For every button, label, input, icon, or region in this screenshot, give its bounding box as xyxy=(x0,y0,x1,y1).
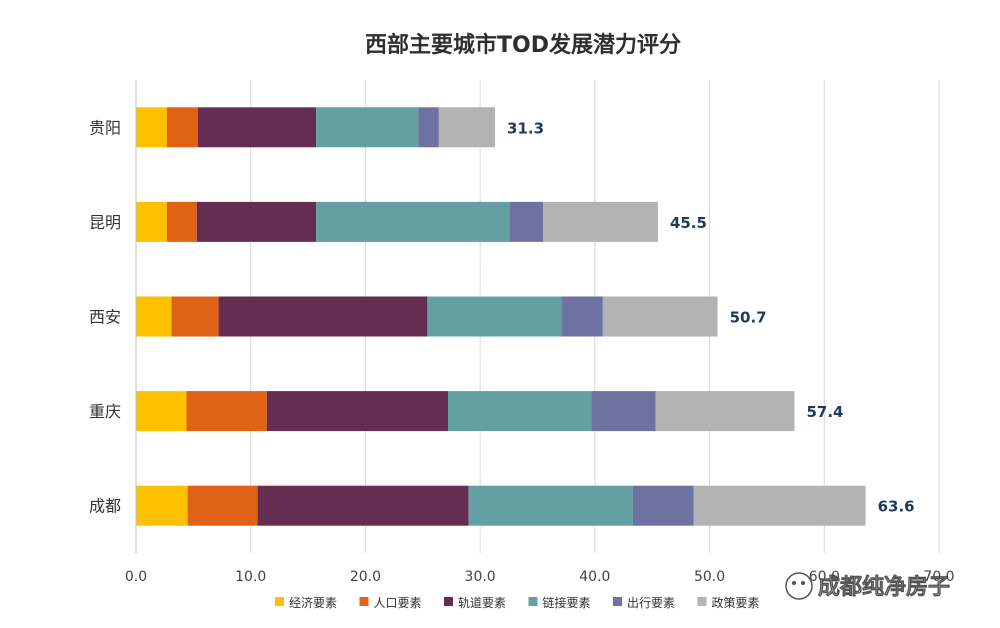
bar-segment xyxy=(543,201,658,242)
category-label: 西安 xyxy=(89,308,121,327)
total-data-label: 50.7 xyxy=(730,309,767,327)
bar-segment xyxy=(632,485,694,526)
wechat-icon-eye xyxy=(792,581,796,585)
legend-label: 经济要素 xyxy=(289,595,337,610)
total-data-label: 45.5 xyxy=(670,214,707,232)
category-label: 重庆 xyxy=(89,402,121,421)
legend-swatch xyxy=(697,597,707,606)
legend: 经济要素 人口要素 轨道要素 链接要素 出行要素 政策要素 xyxy=(275,595,760,610)
category-label: 贵阳 xyxy=(89,118,121,137)
bar-segment xyxy=(136,296,172,337)
bar-segment xyxy=(602,296,718,337)
x-tick-label: 50.0 xyxy=(694,569,725,585)
labels-layer: 0.0 10.0 20.0 30.0 40.0 50.0 60.0 70.0 贵阳 31.3 昆明 4… xyxy=(89,118,955,585)
legend-swatch xyxy=(444,597,453,606)
bar-segment xyxy=(218,296,428,337)
bar-segment xyxy=(197,107,317,148)
total-data-label: 63.6 xyxy=(878,498,915,516)
x-tick-label: 20.0 xyxy=(350,569,381,585)
bar-segment xyxy=(468,485,633,526)
bar-segment xyxy=(418,107,439,148)
legend-label: 人口要素 xyxy=(374,596,422,610)
category-label: 昆明 xyxy=(89,213,121,232)
legend-swatch xyxy=(528,597,538,606)
bar-segment xyxy=(316,107,419,148)
bar-segment xyxy=(316,201,510,242)
wechat-icon-eye xyxy=(801,581,805,585)
legend-swatch xyxy=(359,597,369,606)
bar-segment xyxy=(186,391,267,432)
total-data-label: 57.4 xyxy=(806,403,843,421)
bar-segment xyxy=(561,296,603,337)
legend-label: 轨道要素 xyxy=(458,596,506,610)
x-tick-label: 40.0 xyxy=(579,569,610,585)
bar-segment xyxy=(591,391,656,432)
legend-label: 出行要素 xyxy=(627,596,675,610)
x-tick-label: 70.0 xyxy=(923,569,954,585)
bar-segment xyxy=(171,296,219,337)
x-tick-label: 10.0 xyxy=(235,569,266,585)
bar-segment xyxy=(448,391,592,432)
bar-segment xyxy=(136,485,188,526)
x-tick-label: 60.0 xyxy=(809,569,840,585)
bar-segment xyxy=(136,391,187,432)
legend-label: 链接要素 xyxy=(543,595,591,610)
total-data-label: 31.3 xyxy=(507,119,544,137)
bar-segment xyxy=(166,107,198,148)
x-tick-label: 0.0 xyxy=(125,569,147,585)
chart-title: 西部主要城市TOD发展潜力评分 xyxy=(365,32,681,58)
category-label: 成都 xyxy=(89,497,121,516)
bar-segment xyxy=(166,201,197,242)
bar-segment xyxy=(693,485,866,526)
wechat-icon xyxy=(785,572,813,600)
x-tick-label: 30.0 xyxy=(465,569,496,585)
bar-segment xyxy=(136,107,167,148)
bar-segment xyxy=(438,107,496,148)
legend-swatch xyxy=(613,597,622,606)
bar-segment xyxy=(266,391,449,432)
bar-segment xyxy=(196,201,317,242)
bar-segment xyxy=(257,485,469,526)
legend-swatch xyxy=(275,597,284,606)
watermark-text: 成都纯净房子 xyxy=(818,574,950,600)
bar-segment xyxy=(509,201,544,242)
watermark: 成都纯净房子 xyxy=(785,572,950,600)
bar-segment xyxy=(187,485,258,526)
bar-segment xyxy=(655,391,795,432)
bar-segment xyxy=(427,296,562,337)
legend-label: 政策要素 xyxy=(712,596,760,610)
bar-segment xyxy=(136,201,167,242)
bars-layer xyxy=(136,107,866,526)
